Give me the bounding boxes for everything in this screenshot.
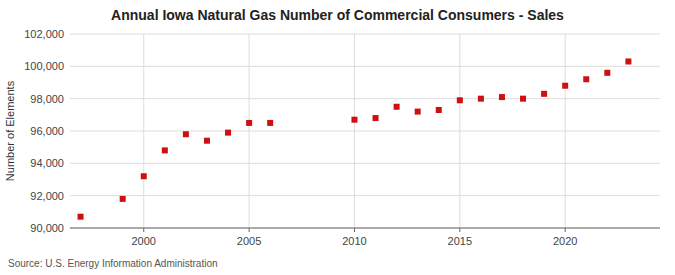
point	[351, 117, 357, 123]
x-tick-label: 2005	[237, 235, 261, 247]
point	[604, 70, 610, 76]
y-tick-label: 100,000	[24, 60, 64, 72]
source: Source: U.S. Energy Information Administ…	[8, 258, 218, 269]
y-grid-line	[70, 228, 660, 229]
point	[141, 173, 147, 179]
point	[541, 91, 547, 97]
x-tick-label: 2015	[448, 235, 472, 247]
x-grid-line	[354, 34, 355, 228]
y-grid-line	[70, 163, 660, 164]
y-tick-label: 94,000	[30, 157, 64, 169]
y-tick-label: 96,000	[30, 125, 64, 137]
y-axis-label: Number of Elements	[4, 80, 16, 181]
x-grid-line	[459, 34, 460, 228]
marks	[78, 58, 632, 219]
point	[415, 109, 421, 115]
y-tick-label: 92,000	[30, 190, 64, 202]
point	[183, 131, 189, 137]
x-grid-line	[143, 34, 144, 228]
point	[562, 83, 568, 89]
y-grid-line	[70, 98, 660, 99]
x-grid-line	[565, 34, 566, 228]
x-tick	[143, 228, 144, 232]
chart: Annual Iowa Natural Gas Number of Commer…	[0, 0, 675, 275]
point	[499, 94, 505, 100]
point	[373, 115, 379, 121]
point	[457, 97, 463, 103]
point	[583, 76, 589, 82]
point	[78, 214, 84, 220]
point	[436, 107, 442, 113]
point	[394, 104, 400, 110]
point	[478, 96, 484, 102]
point	[120, 196, 126, 202]
x-tick	[249, 228, 250, 232]
x-tick	[354, 228, 355, 232]
x-tick	[565, 228, 566, 232]
y-tick-label: 102,000	[24, 28, 64, 40]
y-tick-label: 90,000	[30, 222, 64, 234]
y-grid-line	[70, 34, 660, 35]
x-tick-label: 2000	[132, 235, 156, 247]
point	[520, 96, 526, 102]
grid	[70, 34, 660, 228]
x-tick-label: 2020	[553, 235, 577, 247]
y-grid-line	[70, 131, 660, 132]
point	[267, 120, 273, 126]
point	[162, 147, 168, 153]
point	[246, 120, 252, 126]
x-tick-label: 2010	[342, 235, 366, 247]
x-tick	[459, 228, 460, 232]
y-grid-line	[70, 66, 660, 67]
x-axis-line	[70, 228, 660, 229]
point	[204, 138, 210, 144]
title: Annual Iowa Natural Gas Number of Commer…	[111, 7, 564, 23]
point	[225, 130, 231, 136]
y-tick-label: 98,000	[30, 93, 64, 105]
y-grid-line	[70, 195, 660, 196]
x-grid-line	[249, 34, 250, 228]
point	[625, 58, 631, 64]
